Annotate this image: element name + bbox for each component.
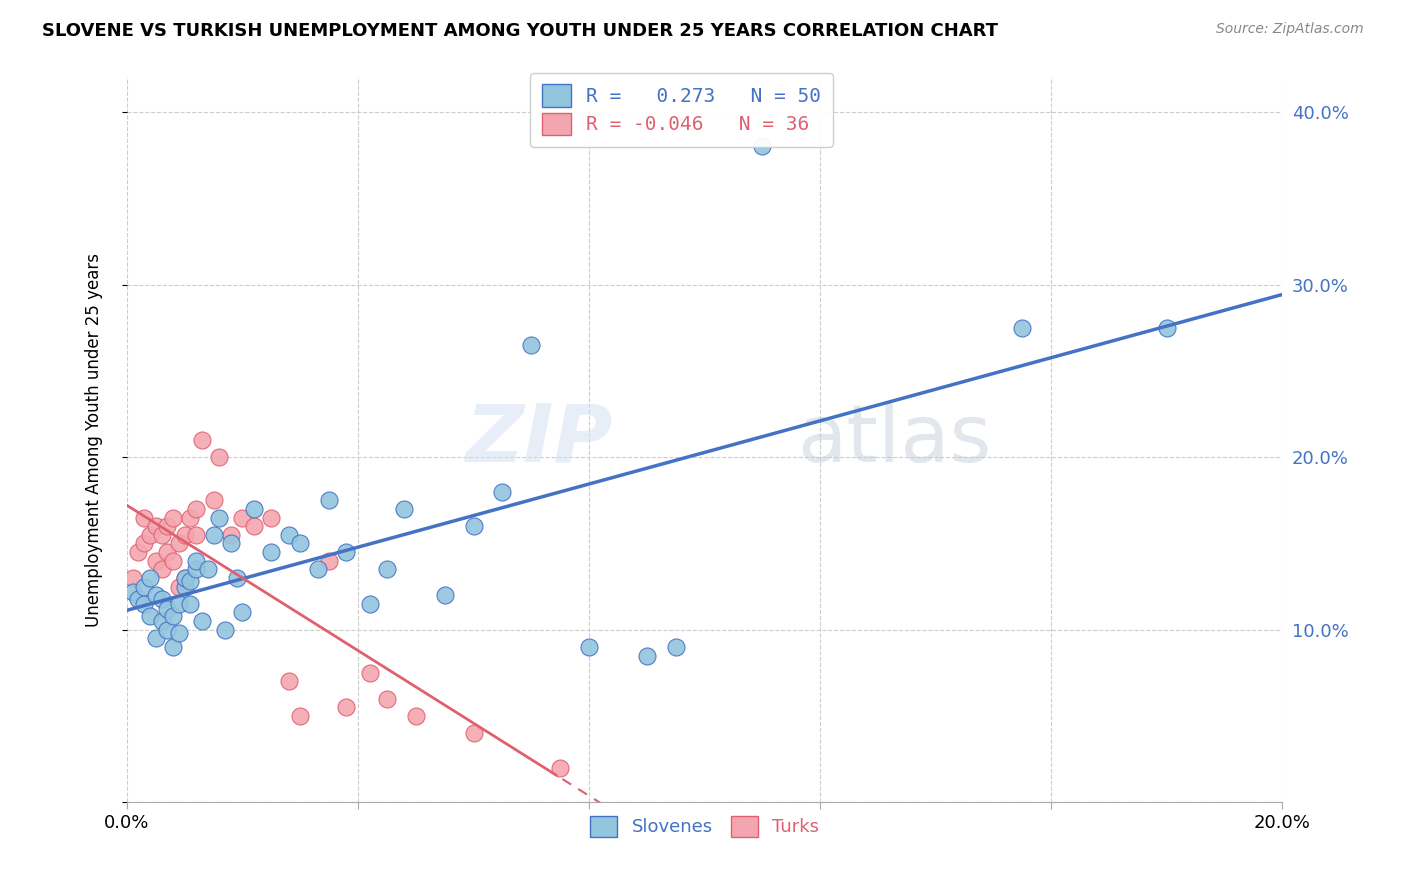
Text: ZIP: ZIP [465, 401, 612, 479]
Point [121, 571, 143, 585]
Point [139, 528, 162, 542]
Y-axis label: Unemployment Among Youth under 25 years: Unemployment Among Youth under 25 years [86, 252, 103, 627]
Point [179, 574, 201, 589]
Point [191, 614, 214, 628]
Point [277, 528, 299, 542]
Point [179, 597, 201, 611]
Point [150, 614, 173, 628]
Point [260, 545, 283, 559]
Point [335, 545, 357, 559]
Point [277, 674, 299, 689]
Point [1011, 320, 1033, 334]
Point [156, 545, 179, 559]
Point [156, 602, 179, 616]
Point [202, 528, 225, 542]
Point [134, 580, 156, 594]
Point [150, 528, 173, 542]
Point [359, 597, 381, 611]
Point [162, 510, 184, 524]
Point [463, 519, 485, 533]
Point [173, 571, 195, 585]
Point [392, 501, 415, 516]
Point [243, 501, 266, 516]
Point [197, 562, 219, 576]
Point [127, 591, 149, 606]
Point [167, 580, 190, 594]
Point [335, 700, 357, 714]
Point [167, 626, 190, 640]
Point [375, 691, 398, 706]
Point [186, 528, 208, 542]
Point [1156, 320, 1178, 334]
Point [375, 562, 398, 576]
Point [225, 571, 247, 585]
Point [127, 545, 149, 559]
Point [318, 554, 340, 568]
Text: Source: ZipAtlas.com: Source: ZipAtlas.com [1216, 22, 1364, 37]
Point [156, 519, 179, 533]
Point [150, 562, 173, 576]
Point [290, 536, 312, 550]
Point [636, 648, 658, 663]
Point [359, 665, 381, 680]
Point [134, 597, 156, 611]
Point [145, 632, 167, 646]
Point [433, 588, 456, 602]
Point [231, 510, 253, 524]
Point [156, 623, 179, 637]
Point [520, 338, 543, 352]
Point [162, 608, 184, 623]
Point [145, 554, 167, 568]
Point [665, 640, 688, 654]
Point [167, 536, 190, 550]
Point [162, 554, 184, 568]
Point [186, 501, 208, 516]
Point [202, 493, 225, 508]
Point [260, 510, 283, 524]
Text: SLOVENE VS TURKISH UNEMPLOYMENT AMONG YOUTH UNDER 25 YEARS CORRELATION CHART: SLOVENE VS TURKISH UNEMPLOYMENT AMONG YO… [42, 22, 998, 40]
Point [139, 608, 162, 623]
Point [173, 571, 195, 585]
Point [134, 510, 156, 524]
Point [307, 562, 329, 576]
Point [491, 484, 513, 499]
Point [208, 450, 231, 464]
Point [191, 433, 214, 447]
Point [405, 709, 427, 723]
Point [214, 623, 236, 637]
Point [290, 709, 312, 723]
Point [548, 761, 571, 775]
Point [208, 510, 231, 524]
Point [243, 519, 266, 533]
Point [121, 584, 143, 599]
Point [186, 554, 208, 568]
Legend: Slovenes, Turks: Slovenes, Turks [582, 809, 827, 844]
Point [578, 640, 600, 654]
Point [145, 588, 167, 602]
Point [150, 591, 173, 606]
Point [134, 536, 156, 550]
Point [318, 493, 340, 508]
Point [186, 562, 208, 576]
Point [173, 580, 195, 594]
Point [219, 536, 242, 550]
Point [231, 606, 253, 620]
Point [219, 528, 242, 542]
Point [179, 510, 201, 524]
Point [145, 519, 167, 533]
Point [139, 571, 162, 585]
Point [173, 528, 195, 542]
Point [162, 640, 184, 654]
Text: atlas: atlas [797, 401, 991, 479]
Point [463, 726, 485, 740]
Point [751, 139, 773, 153]
Point [167, 597, 190, 611]
